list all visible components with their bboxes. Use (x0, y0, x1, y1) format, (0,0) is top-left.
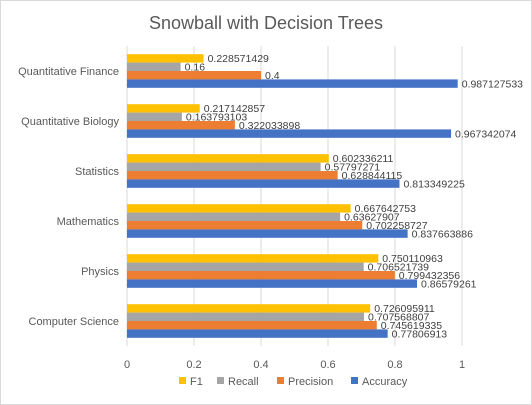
bar-precision-quantitative-finance (127, 71, 261, 80)
bar-accuracy-computer-science (127, 329, 388, 338)
data-label-precision: 0.628844115 (342, 170, 403, 182)
grid-layer (126, 46, 463, 346)
y-category-label: Quantitative Biology (21, 116, 119, 128)
data-label-accuracy: 0.837663886 (412, 228, 473, 240)
data-label-accuracy: 0.967342074 (455, 128, 516, 140)
bar-accuracy-quantitative-finance (127, 79, 458, 88)
data-label-accuracy: 0.813349225 (403, 178, 464, 190)
bar-accuracy-physics (127, 279, 418, 288)
legend-label-f1: F1 (190, 376, 203, 388)
y-category-label: Physics (81, 266, 119, 278)
data-label-recall: 0.57797271 (325, 162, 381, 174)
data-label-f1: 0.726095911 (374, 303, 435, 315)
data-label-recall: 0.63627907 (344, 212, 400, 224)
data-labels-layer: 0.7260959110.7075688070.7456193350.77806… (185, 53, 524, 340)
bar-accuracy-mathematics (127, 229, 408, 238)
x-tick-label: 0.4 (253, 359, 268, 371)
legend: F1 Recall Precision Accuracy (179, 376, 408, 388)
bar-precision-computer-science (127, 321, 377, 330)
legend-swatch-f1 (179, 377, 186, 384)
bar-f1-mathematics (127, 204, 351, 213)
data-label-precision: 0.799432356 (399, 270, 460, 282)
x-tick-label: 0.6 (320, 359, 335, 371)
bar-recall-statistics (127, 162, 321, 171)
y-category-label: Computer Science (29, 316, 120, 328)
bar-f1-physics (127, 254, 379, 263)
data-label-accuracy: 0.86579261 (421, 278, 477, 290)
legend-swatch-recall (217, 377, 224, 384)
data-label-recall: 0.707568807 (368, 312, 429, 324)
y-category-label: Quantitative Finance (18, 66, 119, 78)
bar-recall-quantitative-biology (127, 112, 182, 121)
bar-f1-statistics (127, 154, 329, 163)
data-label-recall: 0.163793103 (186, 112, 247, 124)
bar-recall-physics (127, 262, 364, 271)
x-tick-label: 0.2 (186, 359, 201, 371)
data-label-f1: 0.217142857 (204, 103, 265, 115)
bar-recall-computer-science (127, 312, 365, 321)
bar-recall-quantitative-finance (127, 62, 181, 71)
bars-layer (127, 54, 458, 338)
x-tick-label: 0.8 (387, 359, 402, 371)
data-label-recall: 0.706521739 (368, 262, 429, 274)
bar-f1-quantitative-biology (127, 104, 200, 113)
data-label-recall: 0.16 (185, 62, 206, 74)
legend-label-precision: Precision (288, 376, 333, 388)
data-label-precision: 0.745619335 (381, 320, 442, 332)
bar-f1-computer-science (127, 304, 371, 313)
bar-precision-statistics (127, 171, 338, 180)
bar-accuracy-statistics (127, 179, 400, 188)
bar-recall-mathematics (127, 212, 341, 221)
x-tick-label: 0 (124, 359, 130, 371)
axis-layer: 0 0.2 0.4 0.6 0.8 1 Computer Science Physics Mat… (18, 66, 465, 371)
data-label-precision: 0.4 (265, 70, 280, 82)
bar-accuracy-quantitative-biology (127, 129, 452, 138)
data-label-f1: 0.667642753 (355, 203, 416, 215)
legend-label-accuracy: Accuracy (362, 376, 408, 388)
data-label-f1: 0.228571429 (208, 53, 269, 65)
bar-precision-mathematics (127, 221, 363, 230)
data-label-f1: 0.602336211 (333, 153, 394, 165)
y-category-label: Statistics (75, 166, 120, 178)
legend-swatch-precision (277, 377, 284, 384)
y-category-label: Mathematics (57, 216, 120, 228)
bar-precision-physics (127, 271, 395, 280)
legend-swatch-accuracy (351, 377, 358, 384)
data-label-precision: 0.322033898 (239, 120, 300, 132)
data-label-f1: 0.750110963 (382, 253, 443, 265)
bar-precision-quantitative-biology (127, 121, 235, 130)
x-tick-label: 1 (459, 359, 465, 371)
data-label-accuracy: 0.987127533 (462, 78, 523, 90)
chart-title: Snowball with Decision Trees (149, 13, 383, 33)
bar-f1-quantitative-finance (127, 54, 204, 63)
data-label-accuracy: 0.77806913 (392, 328, 448, 340)
data-label-precision: 0.702258727 (366, 220, 427, 232)
legend-label-recall: Recall (228, 376, 259, 388)
